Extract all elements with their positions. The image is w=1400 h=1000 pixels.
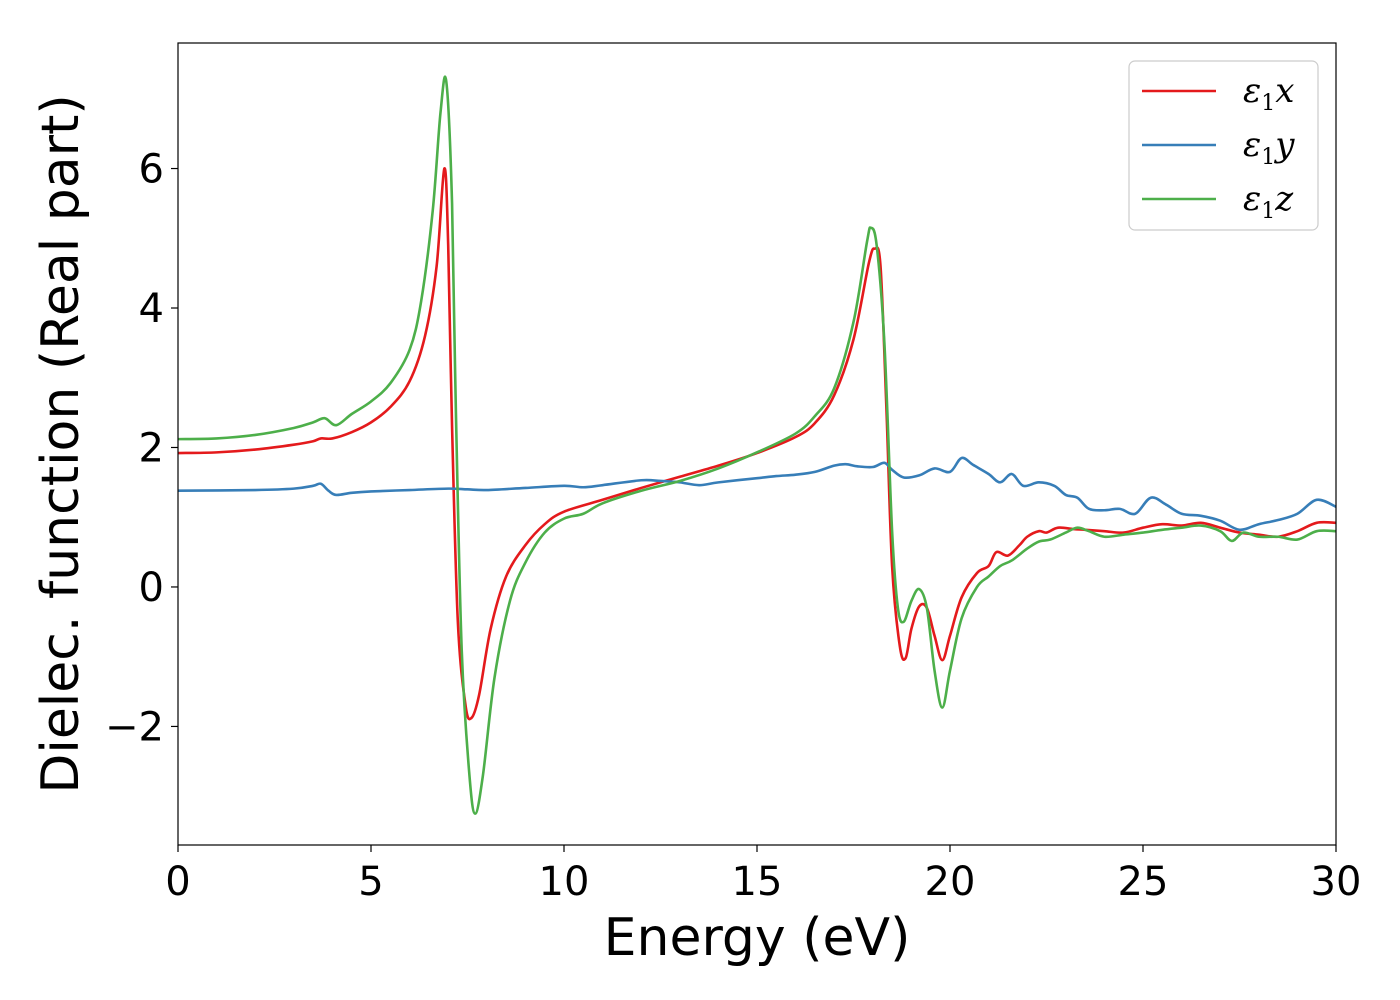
y-tick-label: 2 (139, 425, 164, 471)
y-tick-label: 6 (139, 147, 164, 193)
series-line-x (178, 167, 1336, 721)
legend-label-y: ε1y (1243, 125, 1295, 170)
x-tick-label: 25 (1118, 859, 1169, 905)
series-line-z (178, 75, 1336, 815)
x-tick-label: 5 (358, 859, 383, 905)
x-tick-label: 15 (732, 859, 783, 905)
y-tick-label: −2 (105, 704, 164, 750)
x-tick-label: 10 (539, 859, 590, 905)
series-layer (178, 75, 1336, 815)
x-axis: 0 5 10 15 20 25 30 (165, 845, 1361, 905)
y-tick-label: 0 (139, 565, 164, 611)
x-tick-label: 30 (1311, 859, 1362, 905)
y-tick-label: 4 (139, 286, 164, 332)
y-axis: −2 0 2 4 6 (105, 147, 178, 750)
legend-label-z: ε1z (1243, 179, 1294, 224)
legend-label-x: ε1x (1243, 71, 1294, 116)
x-tick-label: 20 (925, 859, 976, 905)
series-line-y (178, 456, 1336, 532)
legend: ε1x ε1y ε1z (1128, 60, 1319, 231)
y-axis-title: Dielec. function (Real part) (31, 94, 91, 793)
x-tick-label: 0 (165, 859, 190, 905)
legend-box (1128, 60, 1319, 231)
x-axis-title: Energy (eV) (604, 908, 911, 968)
